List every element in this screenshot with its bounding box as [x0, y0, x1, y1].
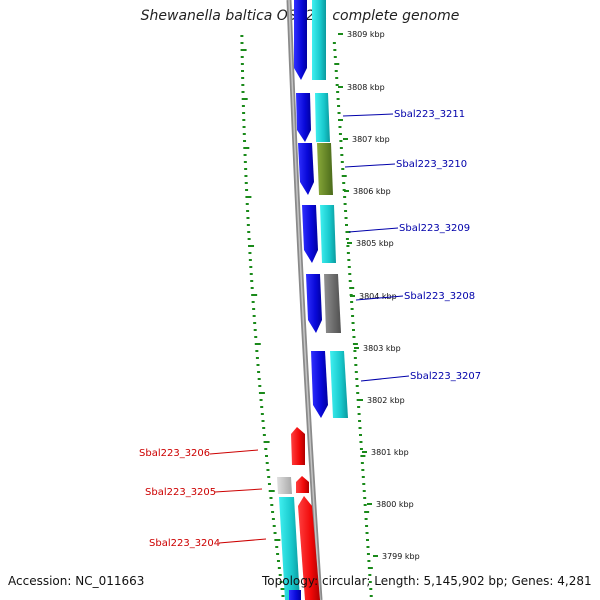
gene-sbal223-3209[interactable] [302, 205, 336, 263]
scale-label: 3800 kbp [376, 500, 414, 509]
gene-sbal223-3205[interactable] [277, 476, 309, 494]
gene-label[interactable]: Sbal223_3211 [394, 109, 465, 120]
topology-text: Topology: circular; Length: 5,145,902 bp… [262, 574, 592, 588]
gene-sbal223-3211[interactable] [296, 93, 330, 142]
gene-label[interactable]: Sbal223_3210 [396, 159, 467, 170]
scale-label: 3805 kbp [356, 239, 394, 248]
scale-label: 3804 kbp [359, 292, 397, 301]
gene-sbal223-3207[interactable] [311, 351, 348, 418]
gene-label[interactable]: Sbal223_3205 [145, 487, 216, 498]
gene-label[interactable]: Sbal223_3209 [399, 223, 470, 234]
scale-label: 3808 kbp [347, 83, 385, 92]
kbp-scale: 3809 kbp 3808 kbp 3807 kbp 3806 kbp 3805 kbp… [338, 30, 420, 561]
gene-block-top [294, 0, 326, 80]
gene-label[interactable]: Sbal223_3204 [149, 538, 220, 549]
gc-skew-track [240, 35, 373, 597]
accession-text: Accession: NC_011663 [8, 574, 145, 588]
gene-sbal223-3206[interactable] [291, 427, 305, 465]
scale-label: 3803 kbp [363, 344, 401, 353]
scale-label: 3809 kbp [347, 30, 385, 39]
gene-sbal223-3204[interactable] [279, 496, 320, 600]
scale-label: 3801 kbp [371, 448, 409, 457]
scale-label: 3807 kbp [352, 135, 390, 144]
gene-sbal223-3210[interactable] [298, 143, 333, 195]
scale-label: 3806 kbp [353, 187, 391, 196]
scale-label: 3802 kbp [367, 396, 405, 405]
gene-label[interactable]: Sbal223_3208 [404, 291, 475, 302]
gene-sbal223-3208[interactable] [306, 274, 341, 333]
gene-label[interactable]: Sbal223_3207 [410, 371, 481, 382]
gene-label[interactable]: Sbal223_3206 [139, 448, 210, 459]
scale-label: 3799 kbp [382, 552, 420, 561]
gene-labels: Sbal223_3211 Sbal223_3210 Sbal223_3209 Sbal… [139, 109, 481, 549]
